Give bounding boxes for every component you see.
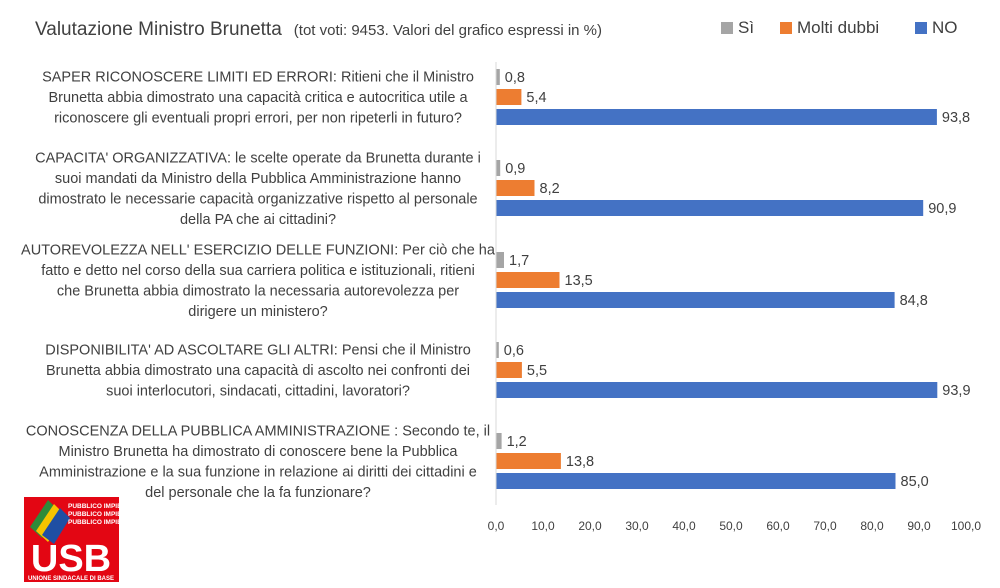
category-label-line: CAPACITA' ORGANIZZATIVA: le scelte opera… [35, 150, 481, 166]
data-label: 84,8 [900, 293, 928, 309]
category-label: DISPONIBILITA' AD ASCOLTARE GLI ALTRI: P… [45, 343, 471, 400]
data-label: 90,9 [928, 201, 956, 217]
bar [496, 272, 560, 288]
data-label: 1,2 [507, 434, 527, 450]
category-label-line: Amministrazione e la sua funzione in rel… [39, 464, 477, 480]
logo-background [24, 497, 119, 582]
bar [496, 473, 896, 489]
category-label-line: della PA che ai cittadini? [180, 212, 336, 228]
legend-label: Molti dubbi [797, 18, 879, 37]
logo-banner-text: PUBBLICO IMPIEGO [68, 511, 132, 518]
bar [496, 342, 499, 358]
data-label: 0,9 [505, 161, 525, 177]
x-tick-label: 100,0 [951, 519, 981, 533]
category-label-line: dimostrato le necessarie capacità organi… [38, 191, 477, 207]
category-label-line: suoi mandati da Ministro della Pubblica … [55, 171, 461, 187]
data-label: 0,8 [505, 70, 525, 86]
x-tick-label: 20,0 [578, 519, 602, 533]
x-tick-label: 10,0 [531, 519, 555, 533]
category-label-line: che Brunetta abbia dimostrato la necessa… [57, 283, 459, 299]
category-label-line: Brunetta abbia dimostrato una capacità d… [46, 363, 470, 379]
data-label: 93,9 [942, 383, 970, 399]
legend-label: NO [932, 18, 958, 37]
bar [496, 69, 500, 85]
bar [496, 180, 535, 196]
category-label-line: fatto e detto nel corso della sua carrie… [41, 263, 475, 279]
x-tick-label: 50,0 [719, 519, 743, 533]
logo-banner-text: PUBBLICO IMPIEGO [68, 503, 132, 510]
x-tick-label: 60,0 [766, 519, 790, 533]
logo-subtext: UNIONE SINDACALE DI BASE [28, 576, 114, 582]
data-label: 13,5 [565, 273, 593, 289]
category-label-line: Ministro Brunetta ha dimostrato di conos… [59, 444, 459, 460]
category-label-line: SAPER RICONOSCERE LIMITI ED ERRORI: Riti… [42, 70, 474, 86]
logo-text: USB [31, 538, 111, 580]
legend-swatch [721, 22, 733, 34]
category-label-line: Brunetta abbia dimostrato una capacità c… [48, 90, 468, 106]
category-label-line: dirigere un ministero? [188, 304, 327, 320]
plot-area: 0,85,4 93,8 0,9 8,2 90,9 1,7 13,5 84,8 0,65,5 93,… [496, 69, 971, 490]
x-tick-label: 30,0 [625, 519, 649, 533]
usb-logo: PUBBLICO IMPIEGO PUBBLICO IMPIEGO PUBBLI… [24, 497, 132, 582]
logo-flag-blue [42, 508, 70, 544]
category-label-line: DISPONIBILITA' AD ASCOLTARE GLI ALTRI: P… [45, 343, 471, 359]
data-label: 93,8 [942, 110, 970, 126]
data-label: 5,5 [527, 363, 547, 379]
data-label: 13,8 [566, 454, 594, 470]
data-label: 0,6 [504, 343, 524, 359]
category-label: AUTOREVOLEZZA NELL' ESERCIZIO DELLE FUNZ… [21, 242, 496, 319]
bar [496, 292, 895, 308]
x-tick-label: 40,0 [672, 519, 696, 533]
legend: Sì Molti dubbi NO [721, 18, 958, 37]
legend-label: Sì [738, 18, 754, 37]
legend-swatch [780, 22, 792, 34]
x-tick-label: 70,0 [813, 519, 837, 533]
data-label: 5,4 [526, 90, 546, 106]
category-label: CONOSCENZA DELLA PUBBLICA AMMINISTRAZION… [26, 423, 490, 501]
x-tick-label: 0,0 [488, 519, 505, 533]
x-tick-label: 90,0 [907, 519, 931, 533]
bar [496, 160, 501, 176]
category-label: CAPACITA' ORGANIZZATIVA: le scelte opera… [35, 150, 481, 228]
bar [496, 89, 522, 105]
chart-title: Valutazione Ministro Brunetta [35, 19, 282, 40]
category-label-line: suoi interlocutori, sindacati, cittadini… [106, 384, 410, 400]
bar [496, 453, 561, 469]
legend-swatch [915, 22, 927, 34]
category-label-line: del personale che la fa funzionare? [145, 485, 371, 501]
bar [496, 433, 502, 449]
category-label: SAPER RICONOSCERE LIMITI ED ERRORI: Riti… [42, 70, 474, 127]
data-label: 8,2 [540, 181, 560, 197]
bar [496, 109, 937, 125]
x-tick-label: 80,0 [860, 519, 884, 533]
bar [496, 252, 504, 268]
bar [496, 200, 924, 216]
bar [496, 362, 522, 378]
category-label-line: riconoscere gli eventuali propri errori,… [54, 111, 462, 127]
chart-subtitle: (tot voti: 9453. Valori del grafico espr… [294, 22, 602, 39]
data-label: 1,7 [509, 253, 529, 269]
category-label-line: AUTOREVOLEZZA NELL' ESERCIZIO DELLE FUNZ… [21, 242, 496, 258]
logo-banner-text: PUBBLICO IMPIEGO [68, 519, 132, 526]
category-label-line: CONOSCENZA DELLA PUBBLICA AMMINISTRAZION… [26, 423, 490, 439]
data-label: 85,0 [901, 474, 929, 490]
x-axis: 0,0 10,0 20,0 30,0 40,0 50,0 60,0 70,0 80,0 90,0 1… [488, 62, 981, 533]
bar [496, 382, 938, 398]
category-labels: SAPER RICONOSCERE LIMITI ED ERRORI: Riti… [21, 70, 496, 501]
